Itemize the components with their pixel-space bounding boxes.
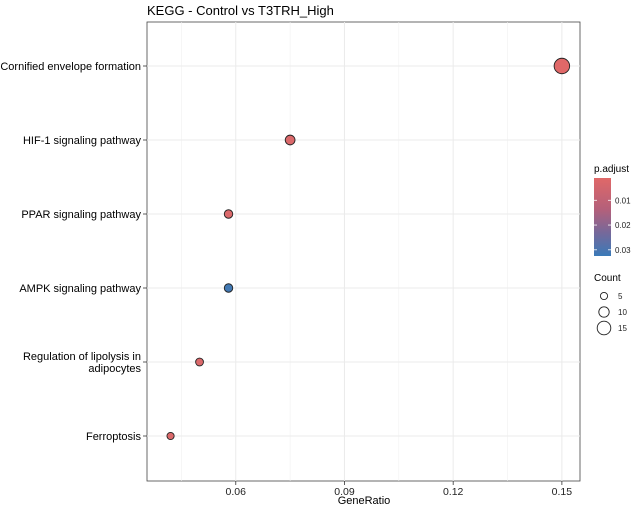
size-legend-label: 10 xyxy=(618,308,627,317)
color-legend-title: p.adjust xyxy=(594,164,629,175)
x-axis-title: GeneRatio xyxy=(338,495,391,507)
x-tick-label: 0.06 xyxy=(226,486,247,498)
size-legend-entries: 5 10 15 xyxy=(596,291,627,336)
y-tick-label: AMPK signaling pathway xyxy=(19,283,141,295)
size-legend-key xyxy=(598,306,610,318)
size-legend-title: Count xyxy=(594,273,621,284)
y-tick-label: Cornified envelope formation xyxy=(0,61,141,73)
x-tick-label: 0.09 xyxy=(334,486,355,498)
y-tick-label: Regulation of lipolysis in adipocytes xyxy=(23,351,142,375)
data-point xyxy=(195,357,204,367)
size-legend-key xyxy=(596,320,612,336)
x-axis-ticks: 0.06 0.09 0.12 0.15 xyxy=(226,481,573,498)
x-tick-label: 0.15 xyxy=(552,486,573,498)
data-points xyxy=(166,57,571,441)
color-legend-tick-label: 0.02 xyxy=(615,221,631,230)
size-legend-key xyxy=(599,291,609,301)
size-legend-label: 5 xyxy=(618,292,623,301)
plot-background xyxy=(146,21,581,482)
plot-panel xyxy=(146,21,581,482)
x-tick-label: 0.12 xyxy=(443,486,464,498)
y-tick-label: HIF-1 signaling pathway xyxy=(23,135,142,147)
color-legend-tick-label: 0.01 xyxy=(615,196,631,205)
chart-title: KEGG - Control vs T3TRH_High xyxy=(147,3,334,18)
y-tick-label: Ferroptosis xyxy=(86,431,142,443)
color-legend-tick-label: 0.03 xyxy=(615,246,631,255)
data-point xyxy=(223,283,234,293)
y-axis-labels: Cornified envelope formation HIF-1 signal… xyxy=(0,61,147,443)
grid-lines xyxy=(147,22,580,481)
legend: p.adjust 0.01 0.02 0.03 Count 5 10 15 xyxy=(594,164,631,336)
color-legend-bar xyxy=(594,178,611,256)
data-point xyxy=(166,431,175,441)
data-point xyxy=(223,209,234,219)
color-legend-ticks: 0.01 0.02 0.03 xyxy=(594,196,631,255)
y-tick-label: PPAR signaling pathway xyxy=(21,209,141,221)
data-point xyxy=(553,57,571,75)
data-point xyxy=(284,134,296,146)
size-legend-label: 15 xyxy=(618,324,627,333)
